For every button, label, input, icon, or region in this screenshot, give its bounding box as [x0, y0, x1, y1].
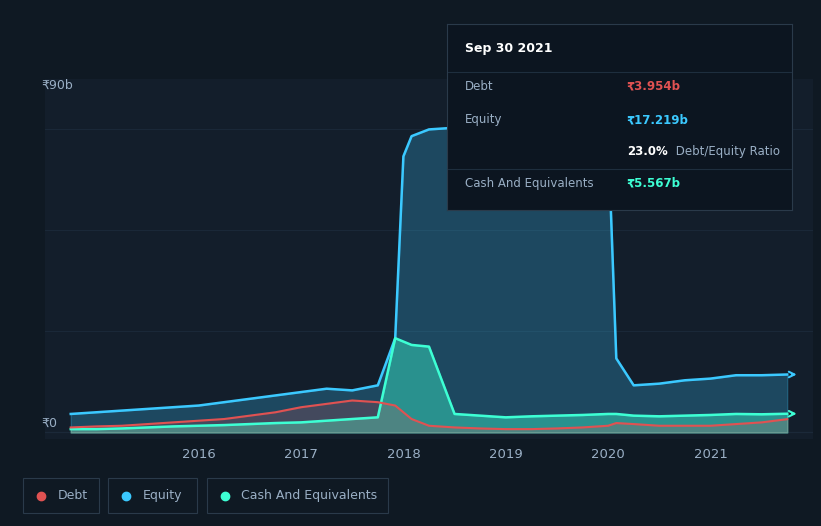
- Text: 23.0%: 23.0%: [626, 145, 667, 158]
- Text: Cash And Equivalents: Cash And Equivalents: [241, 489, 378, 502]
- Text: ₹3.954b: ₹3.954b: [626, 80, 681, 93]
- Text: ₹90b: ₹90b: [41, 79, 73, 92]
- Text: ₹0: ₹0: [41, 417, 57, 430]
- Text: Debt: Debt: [465, 80, 493, 93]
- Text: Equity: Equity: [465, 113, 502, 126]
- Text: Cash And Equivalents: Cash And Equivalents: [465, 177, 594, 190]
- Text: Sep 30 2021: Sep 30 2021: [465, 43, 553, 55]
- Bar: [108, 478, 197, 513]
- Bar: [23, 478, 99, 513]
- Text: Debt/Equity Ratio: Debt/Equity Ratio: [672, 145, 780, 158]
- Text: Equity: Equity: [143, 489, 182, 502]
- Text: ₹17.219b: ₹17.219b: [626, 113, 689, 126]
- Text: Debt: Debt: [57, 489, 88, 502]
- Bar: [207, 478, 388, 513]
- Text: ₹5.567b: ₹5.567b: [626, 177, 681, 190]
